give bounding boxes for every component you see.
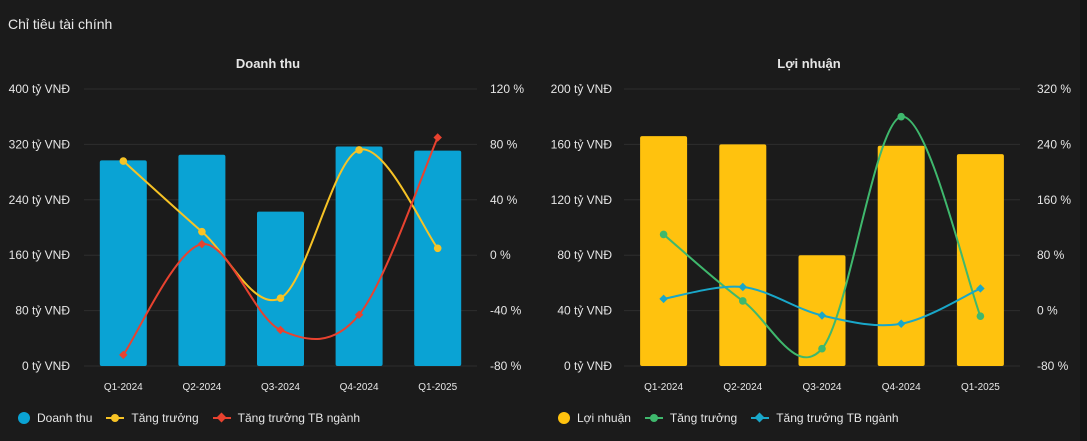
right-axis-tick: 160 % (1037, 193, 1071, 207)
left-axis-tick: 0 tỷ VNĐ (22, 359, 70, 373)
point (659, 294, 668, 304)
section-title: Chỉ tiêu tài chính (8, 16, 113, 32)
point (817, 311, 827, 320)
chart-title: Doanh thu (236, 56, 300, 71)
right-axis-tick: 0 % (490, 248, 511, 262)
legend-item-industry-growth[interactable]: Tăng trưởng TB ngành (751, 411, 899, 425)
right-axis-tick: -80 % (1037, 359, 1069, 373)
bar (877, 145, 925, 366)
point (897, 112, 905, 121)
left-axis-tick: 80 tỷ VNĐ (15, 304, 70, 318)
right-axis-tick: 40 % (490, 193, 518, 207)
point (659, 230, 668, 239)
left-axis-tick: 80 tỷ VNĐ (557, 248, 612, 262)
left-axis-tick: 160 tỷ VNĐ (9, 248, 71, 262)
left-axis-tick: 320 tỷ VNĐ (9, 137, 71, 151)
legend-item-growth[interactable]: Tăng trưởng (644, 411, 738, 425)
bar (719, 144, 767, 366)
legend-industry-growth-swatch (212, 412, 231, 423)
point (739, 297, 747, 305)
point (433, 244, 442, 253)
x-axis-tick: Q1-2025 (418, 382, 457, 393)
x-axis-tick: Q4-2024 (882, 382, 921, 393)
bar (335, 146, 383, 366)
right-axis-tick: 120 % (490, 82, 524, 96)
legend-item-profit[interactable]: Lợi nhuận (558, 411, 631, 425)
legend-growth-swatch (644, 413, 663, 423)
revenue-chart: Doanh thu 0 tỷ VNĐ -80 % 80 tỷ VNĐ -40 % 160 … (9, 56, 525, 393)
bar (414, 150, 462, 366)
legend-item-industry-growth[interactable]: Tăng trưởng TB ngành (212, 411, 361, 425)
bar (956, 154, 1004, 366)
legend-item-revenue[interactable]: Doanh thu (18, 411, 92, 425)
legend-profit-swatch (558, 412, 570, 424)
point (976, 284, 985, 293)
x-axis-tick: Q1-2024 (104, 382, 143, 393)
point (818, 344, 826, 353)
point (198, 227, 206, 236)
legend-label: Tăng trưởng TB ngành (776, 411, 899, 425)
x-axis-tick: Q2-2024 (723, 382, 762, 393)
point (433, 133, 442, 142)
profit-chart: Lợi nhuận 0 tỷ VNĐ -80 % 40 tỷ VNĐ 0 % 80 tỷ … (551, 56, 1072, 393)
point (355, 146, 363, 154)
point (119, 350, 128, 360)
legend-industry-growth-swatch (751, 412, 770, 423)
bar (178, 154, 226, 366)
right-axis-tick: 80 % (1037, 248, 1065, 262)
legend-label: Tăng trưởng (669, 411, 738, 425)
x-axis-tick: Q3-2024 (261, 382, 300, 393)
legend-label: Tăng trưởng (131, 411, 199, 425)
chart-title: Lợi nhuận (777, 56, 840, 71)
right-axis-tick: 0 % (1037, 304, 1058, 318)
x-axis-tick: Q4-2024 (340, 382, 379, 393)
right-axis-tick: 320 % (1037, 82, 1071, 96)
legend-item-growth[interactable]: Tăng trưởng (106, 411, 199, 425)
point (976, 312, 985, 320)
legend-label: Lợi nhuận (577, 411, 631, 425)
right-axis-tick: -80 % (490, 359, 522, 373)
left-axis-tick: 0 tỷ VNĐ (564, 359, 612, 373)
point (738, 282, 748, 292)
x-axis-tick: Q1-2025 (961, 382, 1000, 393)
left-axis-tick: 400 tỷ VNĐ (9, 82, 71, 96)
point (119, 157, 128, 165)
left-axis-tick: 120 tỷ VNĐ (551, 193, 613, 207)
profit-legend: Lợi nhuận Tăng trưởng Tăng trưởng TB ngà… (558, 409, 899, 427)
point (896, 319, 906, 329)
legend-revenue-swatch (18, 412, 30, 424)
left-axis-tick: 40 tỷ VNĐ (557, 304, 612, 318)
left-axis-tick: 240 tỷ VNĐ (9, 193, 71, 207)
revenue-legend: Doanh thu Tăng trưởng Tăng trưởng TB ngà… (18, 409, 360, 427)
bar (798, 255, 846, 366)
legend-label: Doanh thu (37, 411, 93, 425)
right-axis-tick: 80 % (490, 137, 518, 151)
x-axis-tick: Q2-2024 (182, 382, 221, 393)
bar (257, 211, 304, 366)
legend-label: Tăng trưởng TB ngành (237, 411, 361, 425)
legend-growth-swatch (106, 413, 125, 423)
point (354, 310, 364, 319)
x-axis-tick: Q1-2024 (644, 382, 683, 393)
point (276, 294, 285, 302)
point (276, 325, 285, 335)
series-line (122, 148, 439, 302)
point (197, 239, 207, 249)
right-axis-tick: 240 % (1037, 137, 1071, 151)
left-axis-tick: 160 tỷ VNĐ (551, 137, 613, 151)
right-axis-tick: -40 % (490, 304, 522, 318)
series-line (662, 115, 982, 359)
x-axis-tick: Q3-2024 (803, 382, 842, 393)
left-axis-tick: 200 tỷ VNĐ (551, 82, 613, 96)
bar (99, 160, 147, 366)
bar (640, 136, 688, 366)
